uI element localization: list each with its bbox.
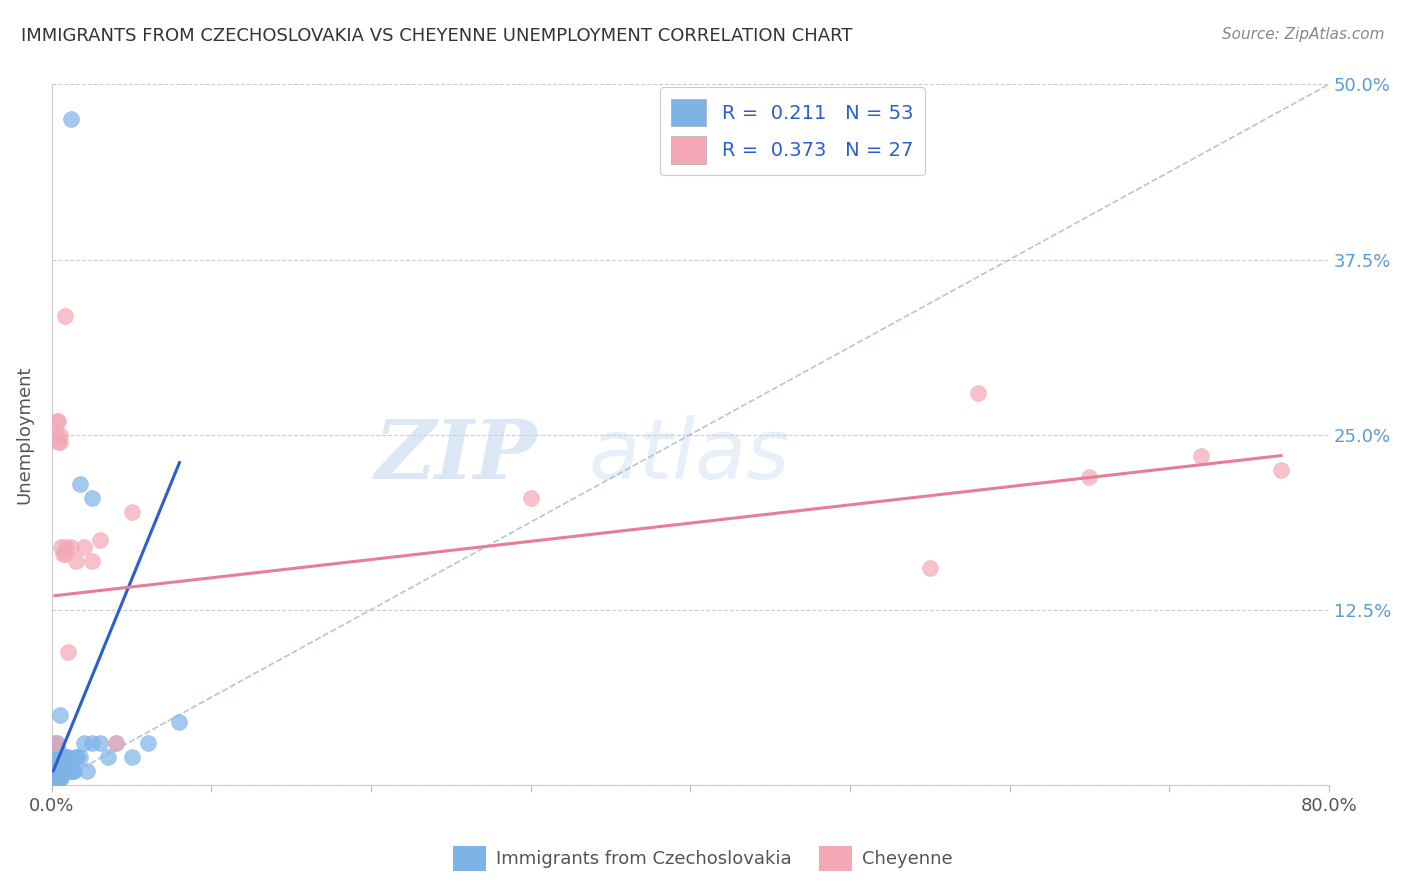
Point <box>45 764 67 778</box>
Point <box>46 743 69 757</box>
Point <box>45 743 67 757</box>
Point <box>62 764 84 778</box>
Point <box>51 764 73 778</box>
Point <box>69 749 91 764</box>
Point <box>69 476 91 491</box>
Text: IMMIGRANTS FROM CZECHOSLOVAKIA VS CHEYENNE UNEMPLOYMENT CORRELATION CHART: IMMIGRANTS FROM CZECHOSLOVAKIA VS CHEYEN… <box>21 27 852 45</box>
Point <box>59 764 82 778</box>
Y-axis label: Unemployment: Unemployment <box>15 366 32 504</box>
Point <box>63 764 86 778</box>
Point <box>44 743 66 757</box>
Point <box>918 560 941 574</box>
Point <box>46 771 69 785</box>
Point <box>45 736 67 750</box>
Point <box>89 533 111 547</box>
Point <box>48 427 70 442</box>
Point <box>45 414 67 428</box>
Point <box>44 736 66 750</box>
Point <box>46 756 69 771</box>
Point <box>519 491 541 505</box>
Point <box>73 540 96 554</box>
Point <box>53 749 76 764</box>
Point <box>48 756 70 771</box>
Point <box>80 736 103 750</box>
Point <box>52 764 75 778</box>
Point <box>53 764 76 778</box>
Point <box>80 554 103 568</box>
Point <box>42 771 65 785</box>
Point <box>48 434 70 449</box>
Point <box>104 736 127 750</box>
Point <box>56 645 79 659</box>
Point <box>56 749 79 764</box>
Point <box>48 771 70 785</box>
Point <box>169 714 191 729</box>
Text: atlas: atlas <box>588 415 790 496</box>
Point <box>42 749 65 764</box>
Point <box>1189 449 1212 463</box>
Text: Source: ZipAtlas.com: Source: ZipAtlas.com <box>1222 27 1385 42</box>
Point <box>58 756 80 771</box>
Point <box>44 764 66 778</box>
Legend: R =  0.211   N = 53, R =  0.373   N = 27: R = 0.211 N = 53, R = 0.373 N = 27 <box>659 87 925 175</box>
Point <box>73 736 96 750</box>
Point <box>46 764 69 778</box>
Point <box>97 749 120 764</box>
Point <box>89 736 111 750</box>
Point <box>65 749 87 764</box>
Point <box>55 540 77 554</box>
Point <box>51 540 73 554</box>
Legend: Immigrants from Czechoslovakia, Cheyenne: Immigrants from Czechoslovakia, Cheyenne <box>446 838 960 879</box>
Point <box>59 112 82 127</box>
Point <box>46 414 69 428</box>
Point <box>52 547 75 561</box>
Point <box>51 771 73 785</box>
Point <box>59 540 82 554</box>
Point <box>42 743 65 757</box>
Point <box>45 427 67 442</box>
Point <box>55 764 77 778</box>
Point <box>53 309 76 323</box>
Point <box>121 505 143 519</box>
Point <box>121 749 143 764</box>
Point <box>45 771 67 785</box>
Point <box>42 764 65 778</box>
Point <box>52 749 75 764</box>
Point <box>66 749 89 764</box>
Point <box>136 736 159 750</box>
Point <box>44 771 66 785</box>
Point <box>48 707 70 722</box>
Text: ZIP: ZIP <box>374 416 537 496</box>
Point <box>44 749 66 764</box>
Point <box>51 749 73 764</box>
Point <box>76 764 98 778</box>
Point <box>45 749 67 764</box>
Point <box>46 434 69 449</box>
Point <box>46 749 69 764</box>
Point <box>48 764 70 778</box>
Point <box>65 554 87 568</box>
Point <box>42 756 65 771</box>
Point <box>44 736 66 750</box>
Point <box>55 749 77 764</box>
Point <box>45 756 67 771</box>
Point <box>1078 469 1101 483</box>
Point <box>104 736 127 750</box>
Point <box>56 764 79 778</box>
Point <box>966 385 988 400</box>
Point <box>1270 462 1292 476</box>
Point <box>53 547 76 561</box>
Point <box>44 756 66 771</box>
Point <box>80 491 103 505</box>
